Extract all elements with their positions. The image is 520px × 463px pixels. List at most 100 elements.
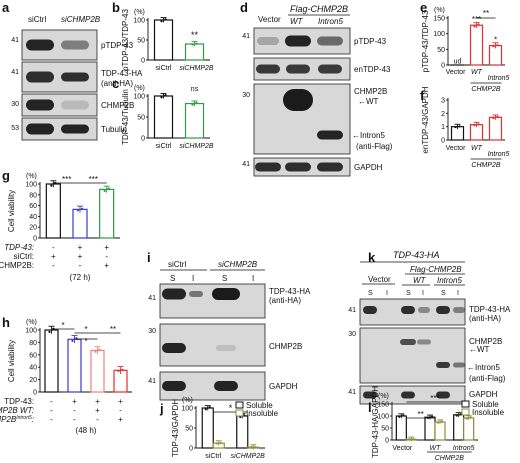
chart-g: g 0 20 40 60 80 100 (%) Cell viability *** *** <box>2 168 120 243</box>
lane-label-sichmp2b: siCHMP2B <box>61 15 101 24</box>
panel-a: a siCtrl siCHMP2B pTDP-43 41 TDP-43-HA(ant… <box>2 0 143 141</box>
band-a-3-2 <box>61 124 89 134</box>
tdp43-ha-title: TDP-43-HA <box>393 250 440 260</box>
group-vector-k: Vector <box>368 275 391 284</box>
ylabel-e: pTDP-43/TDP-43 <box>421 10 430 72</box>
chart-f: f 0 1 2 3 enTDP-43/GAPDH Vector WT Intron5 CHMP2B <box>420 86 510 169</box>
xcat-j-0: siCtrl <box>205 453 221 460</box>
band-a-2-2 <box>61 100 89 110</box>
group-sictrl: siCtrl <box>168 260 186 269</box>
xcat-e-2: Intron5 <box>488 75 510 82</box>
cond-h-label-0: TDP-43: <box>4 397 34 406</box>
blot-a-label-0: pTDP-43 <box>101 41 134 50</box>
dot-g-1-0-a <box>76 209 80 212</box>
xcat-l-0: Vector <box>392 445 413 452</box>
band-d-2-wt <box>283 89 313 111</box>
blot-a-label-2: CHMP2B <box>101 101 134 110</box>
group-sichmp2b: siCHMP2B <box>218 260 258 269</box>
dot-l-0-0-a <box>398 415 401 418</box>
ylabel-h: Cell viability <box>7 340 16 382</box>
legend-j-1: Insoluble <box>246 409 279 418</box>
blot-d-label-3: GAPDH <box>354 163 383 172</box>
xcat-f-0: Vector <box>446 145 467 152</box>
cond-h-label-2: CHMP2BIntron5: <box>0 415 34 424</box>
blot-k-label2-0: (anti-HA) <box>469 314 501 323</box>
mw-d-3: 41 <box>242 161 250 168</box>
ytick-label-l-3: 150 <box>377 402 389 409</box>
band-k-1-4 <box>417 339 431 345</box>
band-k-0-5 <box>436 306 450 314</box>
ytick-label-c-0: 0 <box>141 136 145 143</box>
flag-chmp2b-header: Flag-CHMP2B <box>290 4 348 14</box>
ytick-label-h-5: 100 <box>25 328 37 335</box>
xcat-e-1: WT <box>471 69 483 76</box>
mw-a-1: 41 <box>11 69 19 76</box>
ytick-label-l-0: 0 <box>385 438 389 445</box>
blot-a-label-1: TDP-43-HA <box>101 69 143 78</box>
dot-e-1-0-b <box>477 23 480 26</box>
blot-a-label-3: Tubulin <box>101 125 127 134</box>
panel-b-letter: b <box>112 0 120 15</box>
band-i-2-3 <box>214 381 238 391</box>
ytick-label-e-1: 50 <box>437 47 445 54</box>
xcat-l-2: Intron5 <box>453 445 475 452</box>
legend-swatch-j-0 <box>235 401 244 409</box>
unit-c: (%) <box>134 85 145 92</box>
ytick-label-h-1: 20 <box>29 377 37 384</box>
xcat-f-2: Intron5 <box>488 151 510 158</box>
ytick-label-g-0: 0 <box>33 236 37 243</box>
bar-j-0-0 <box>201 407 214 449</box>
legend-swatch-l-0 <box>461 400 470 408</box>
cond-h-0-3: + <box>118 397 123 406</box>
sig-c: ns <box>191 86 199 93</box>
panel-c-letter: c <box>112 76 119 91</box>
cond-g-1-1: + <box>78 252 83 261</box>
band-d-3-3 <box>317 162 343 172</box>
band-d-1-2 <box>286 64 310 74</box>
ylabel-g: Cell viability <box>7 190 16 232</box>
dot-b-0-0-a <box>160 20 163 23</box>
blot-d-label-0: pTDP-43 <box>354 37 387 46</box>
dot-e-1-0-a <box>473 25 476 28</box>
band-a-0-1 <box>26 39 54 51</box>
legend-swatch-j-1 <box>235 409 244 417</box>
cond-h-2-3: + <box>118 415 123 424</box>
cond-h-1-1: - <box>73 406 76 415</box>
bar-g-1 <box>72 208 88 239</box>
band-d-0-2 <box>285 35 311 47</box>
fraction-i1: I <box>192 274 194 283</box>
chart-e: e 0 50 100 150 (%) pTDP-43/TDP-43 Vector WT Intro… <box>420 0 510 93</box>
band-k-1-5 <box>436 362 450 368</box>
dot-l-2-0-b <box>459 413 462 416</box>
lane-label-vector: Vector <box>258 15 281 24</box>
unit-j: (%) <box>182 397 193 404</box>
fraction-s1: S <box>170 274 175 283</box>
blot-i-label-0: TDP-43-HA <box>269 287 311 296</box>
band-a-0-2 <box>61 40 89 50</box>
lane-label-intron5: Intron5 <box>318 17 343 26</box>
blot-d-wt-arrow: ←WT <box>358 97 379 106</box>
panel-j-letter: j <box>159 401 164 416</box>
band-i-0-3 <box>212 288 240 300</box>
dot-g-2-0-b <box>107 187 110 190</box>
cond-h-label-sup: Intron5 <box>16 415 32 421</box>
bar-b-0 <box>153 19 174 61</box>
panel-i-letter: i <box>147 250 151 265</box>
unit-g: (%) <box>26 173 37 180</box>
mw-k-0: 41 <box>348 307 356 314</box>
sig-b: ** <box>191 30 199 40</box>
band-d-0-1 <box>257 37 279 45</box>
ytick-label-j-1: 50 <box>185 426 193 433</box>
fraction-k5: S <box>441 290 446 297</box>
mw-k-1: 30 <box>348 331 356 338</box>
band-i-1-1 <box>162 343 186 353</box>
dot-j-0-1-b <box>219 442 222 445</box>
ytick-label-g-4: 80 <box>29 192 37 199</box>
legend-j-0: Soluble <box>246 401 273 410</box>
band-k-2-5 <box>436 391 450 399</box>
ytick-label-h-2: 40 <box>29 365 37 372</box>
bar-f-2 <box>488 116 503 141</box>
blot-d-intron-arrow: ←Intron5 <box>352 131 385 140</box>
dot-l-1-0-b <box>430 415 434 418</box>
